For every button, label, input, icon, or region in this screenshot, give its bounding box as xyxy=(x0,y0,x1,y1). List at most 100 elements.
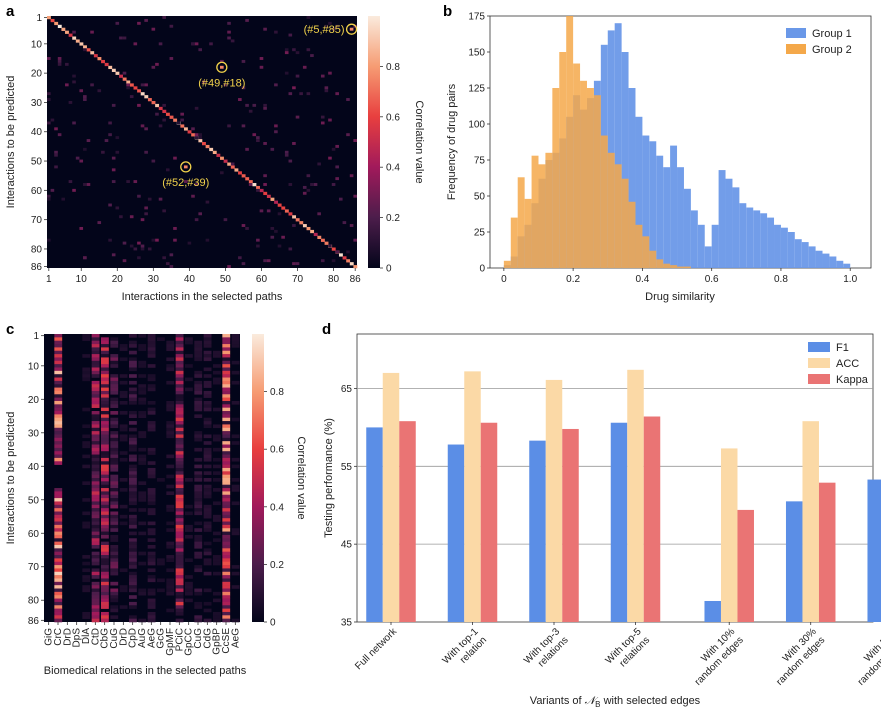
heatmap-c-cell xyxy=(194,380,203,385)
heatmap-a-cell xyxy=(50,118,55,122)
heatmap-c-cell xyxy=(147,467,156,472)
heatmap-c-cell xyxy=(194,488,203,492)
heatmap-c-cell xyxy=(203,340,212,345)
heatmap-c-cell xyxy=(203,484,212,489)
heatmap-a-cell xyxy=(133,180,138,184)
heatmap-c-cell xyxy=(91,444,100,449)
heatmap-a-cell xyxy=(349,27,354,31)
heatmap-a-cell xyxy=(295,262,300,266)
heatmap-c-cell xyxy=(110,384,119,388)
heatmap-a-cell xyxy=(47,92,51,96)
x-tick-label: AeG xyxy=(146,628,157,648)
heatmap-a-cell xyxy=(209,147,214,152)
heatmap-c-cell xyxy=(222,357,231,362)
heatmap-c-cell xyxy=(147,350,156,355)
heatmap-c-cell xyxy=(101,407,109,412)
x-tick-label: DrD xyxy=(62,628,73,646)
heatmap-a-cell xyxy=(65,62,69,66)
heatmap-c-cell xyxy=(222,558,231,563)
heatmap-c-cell xyxy=(185,588,193,593)
heatmap-c-cell xyxy=(213,488,221,492)
panel-letter-a: a xyxy=(6,3,15,20)
bar-d-ylabel: Testing performance (%) xyxy=(323,418,335,538)
heatmap-c-cell xyxy=(166,585,175,589)
heatmap-c-cell xyxy=(203,421,212,425)
heatmap-c-cell xyxy=(129,437,137,442)
heatmap-c-cell xyxy=(119,605,128,609)
heatmap-c-cell xyxy=(203,454,212,459)
histogram-bar-group1 xyxy=(815,250,823,268)
histogram-b-y-ticks: 0 25 50 75 100 125 150 175 xyxy=(468,12,490,275)
heatmap-c-cell xyxy=(110,511,119,516)
heatmap-a-cell xyxy=(284,51,289,55)
heatmap-a-cell xyxy=(346,250,350,254)
y-tick-label: 70 xyxy=(31,215,43,226)
histogram-b-x-ticks: 0 0.2 0.4 0.6 0.8 1.0 xyxy=(501,268,858,285)
x-tick-label: Full network xyxy=(353,626,400,673)
heatmap-a-cell xyxy=(158,124,163,128)
heatmap-c-cell xyxy=(222,441,231,445)
heatmap-c-cell xyxy=(222,471,231,475)
heatmap-c-cell xyxy=(101,524,109,529)
heatmap-a-cell xyxy=(342,221,347,225)
colorbar-tick-label: 0.6 xyxy=(270,445,284,456)
heatmap-a-cell xyxy=(191,133,196,137)
heatmap-c-cell xyxy=(110,591,119,596)
heatmap-c-cell xyxy=(147,387,156,392)
heatmap-a-cell xyxy=(306,92,311,96)
heatmap-a-cell xyxy=(119,215,123,219)
heatmap-c-cell xyxy=(110,534,119,539)
heatmap-a-cell xyxy=(144,127,148,131)
heatmap-a-cell xyxy=(295,51,300,55)
heatmap-c-cell xyxy=(110,608,119,613)
heatmap-c-cell xyxy=(231,571,240,576)
heatmap-c-cell xyxy=(175,581,184,586)
heatmap-c-cell xyxy=(129,551,137,556)
heatmap-c-cell xyxy=(54,374,63,378)
histogram-bar-group2 xyxy=(663,263,671,268)
heatmap-c-cell xyxy=(203,511,212,516)
heatmap-a-cell xyxy=(230,162,235,166)
heatmap-a-cell xyxy=(104,62,109,67)
panel-d-bar-chart: Full network With top-1relation With top-3… xyxy=(323,333,881,709)
heatmap-c-cell xyxy=(175,608,184,613)
y-tick-label: 35 xyxy=(341,618,353,629)
heatmap-c-cell xyxy=(101,377,109,382)
heatmap-c-cell xyxy=(119,357,128,362)
heatmap-c-cell xyxy=(91,608,100,613)
heatmap-c-cell xyxy=(110,484,119,489)
heatmap-a-cell xyxy=(57,62,62,66)
heatmap-c-cell xyxy=(101,575,109,579)
heatmap-c-cell xyxy=(110,581,119,586)
heatmap-a-cell xyxy=(111,180,116,184)
heatmap-c-cell xyxy=(129,538,137,542)
heatmap-c-cell xyxy=(222,528,231,532)
heatmap-c-cell xyxy=(175,544,184,549)
heatmap-c-cell xyxy=(231,528,240,532)
heatmap-c-cell xyxy=(101,471,109,475)
x-tick-label: 0.6 xyxy=(705,274,719,285)
y-tick-label: 60 xyxy=(31,186,43,197)
heatmap-c-cell xyxy=(175,588,184,593)
heatmap-c-cell xyxy=(101,461,109,465)
heatmap-c-cell xyxy=(175,575,184,579)
heatmap-c-cell xyxy=(119,514,128,519)
heatmap-c-cell xyxy=(91,464,100,469)
heatmap-c-cell xyxy=(194,384,203,388)
heatmap-c-cell xyxy=(138,397,147,402)
heatmap-c-cell xyxy=(101,568,109,573)
heatmap-c-cell xyxy=(231,585,240,589)
heatmap-c-cell xyxy=(157,558,165,563)
heatmap-c-cell xyxy=(54,350,63,355)
heatmap-c-cell xyxy=(119,427,128,432)
colorbar-tick-label: 0 xyxy=(386,264,392,275)
heatmap-c-cell xyxy=(54,357,63,362)
heatmap-c-cell xyxy=(147,447,156,452)
heatmap-c-cell xyxy=(222,488,231,492)
heatmap-c-cell xyxy=(119,347,128,352)
heatmap-c-cell xyxy=(138,551,147,556)
heatmap-a-cell xyxy=(302,191,307,195)
heatmap-c-cell xyxy=(54,407,63,412)
heatmap-a-cell xyxy=(97,221,102,225)
